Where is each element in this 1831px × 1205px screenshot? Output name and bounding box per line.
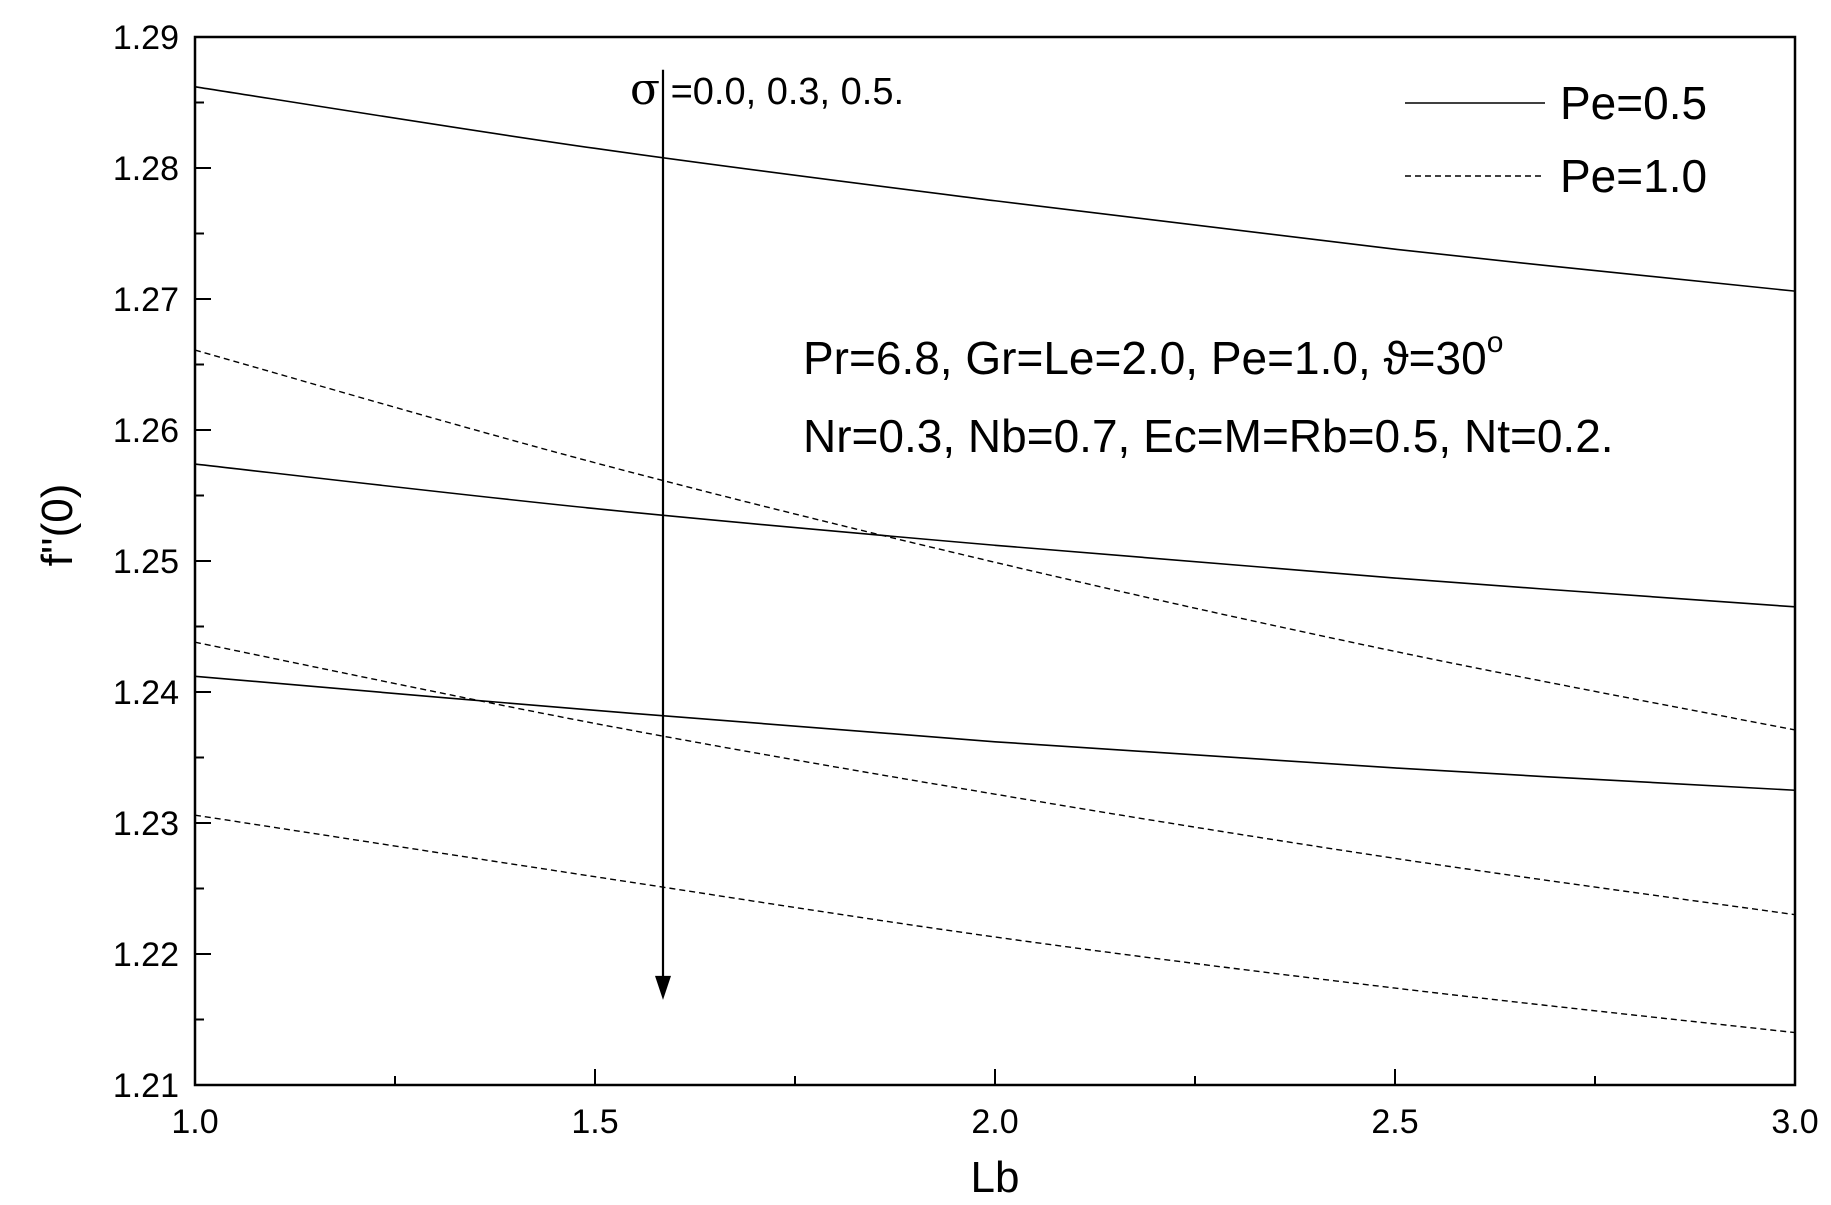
dashed-series-line-3 (194, 349, 1796, 731)
parameter-annotation-line1: Pr=6.8, Gr=Le=2.0, Pe=1.0, ϑ=30o (803, 326, 1503, 384)
sigma-values: =0.0, 0.3, 0.5. (660, 71, 904, 113)
arrow-head (655, 975, 671, 1000)
sigma-symbol: σ (630, 64, 660, 115)
y-tick-label: 1.27 (113, 281, 179, 319)
x-tick-label: 2.5 (1371, 1103, 1418, 1141)
x-tick-label: 1.5 (571, 1103, 618, 1141)
legend-label-solid: Pe=0.5 (1560, 77, 1707, 129)
sigma-arrow (655, 69, 671, 1000)
params-line1-text: Pr=6.8, Gr=Le=2.0, Pe=1.0, ϑ=30 (803, 332, 1487, 384)
y-tick-label: 1.21 (113, 1067, 179, 1105)
params-line1-superscript: o (1487, 326, 1504, 359)
dashed-series-line-5 (194, 814, 1796, 1034)
legend: Pe=0.5 Pe=1.0 (1405, 77, 1707, 202)
axis-ticks (194, 36, 1796, 1086)
solid-series-line-1 (194, 463, 1796, 608)
y-tick-label: 1.28 (113, 150, 179, 188)
parameter-annotation-line2: Nr=0.3, Nb=0.7, Ec=M=Rb=0.5, Nt=0.2. (803, 410, 1614, 462)
y-tick-label: 1.25 (113, 543, 179, 581)
y-tick-label: 1.29 (113, 19, 179, 57)
plot-frame (193, 35, 1797, 1087)
y-tick-label: 1.23 (113, 805, 179, 843)
x-tick-label: 2.0 (971, 1103, 1018, 1141)
axis-tick-labels: 1.0 1.5 2.0 2.5 3.0 1.21 1.22 1.23 1.24 1.25 1.26 1… (113, 19, 1819, 1141)
solid-series-line-2 (194, 675, 1796, 792)
data-series (194, 85, 1796, 1034)
y-tick-label: 1.26 (113, 412, 179, 450)
sigma-annotation: σ =0.0, 0.3, 0.5. (630, 64, 904, 115)
solid-series-line-0 (194, 85, 1796, 292)
x-tick-label: 1.0 (171, 1103, 218, 1141)
dashed-series-line-4 (194, 641, 1796, 916)
y-tick-label: 1.22 (113, 936, 179, 974)
y-tick-label: 1.24 (113, 674, 179, 712)
x-tick-label: 3.0 (1771, 1103, 1818, 1141)
legend-label-dashed: Pe=1.0 (1560, 150, 1707, 202)
y-axis-title: f''(0) (33, 484, 82, 567)
x-axis-title: Lb (971, 1153, 1020, 1202)
